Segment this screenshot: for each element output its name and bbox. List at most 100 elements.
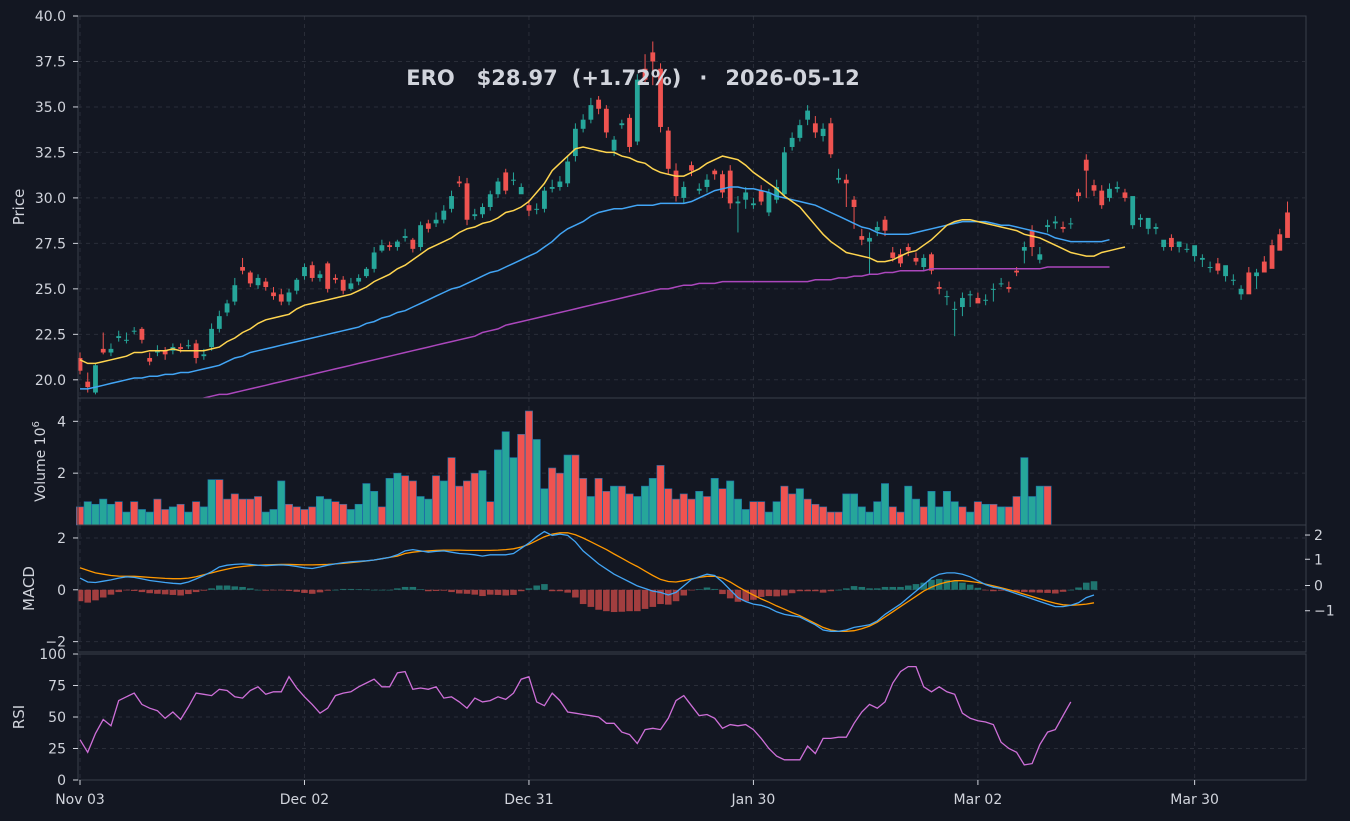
macd-histogram-bar (641, 589, 649, 609)
volume-bar (517, 433, 526, 526)
macd-histogram-bar (734, 589, 742, 602)
candle-body (394, 241, 400, 248)
title-separator: · (699, 66, 707, 90)
volume-bar (346, 509, 355, 526)
candle-body (503, 172, 509, 191)
volume-bar (106, 503, 115, 526)
candle-body (147, 357, 153, 362)
macd-histogram-bar (695, 589, 703, 590)
candle-body (418, 225, 423, 248)
macd-histogram-bar (308, 589, 316, 594)
macd-histogram-bar (254, 589, 262, 591)
volume-bar (757, 501, 766, 526)
candle-body (1169, 237, 1174, 248)
macd-histogram-bar (138, 589, 146, 593)
candle-body (603, 108, 609, 133)
candle-body (472, 214, 478, 217)
volume-bar (586, 496, 595, 526)
macd-histogram-bar (463, 589, 471, 594)
candle-body (828, 123, 834, 155)
macd-histogram-bar (231, 586, 239, 590)
macd-histogram-bar (982, 589, 989, 591)
macd-tick-label: −2 (45, 635, 66, 651)
candle-body (1130, 196, 1136, 226)
volume-bar (114, 501, 123, 526)
candle-body (689, 165, 694, 171)
candle-body (85, 381, 91, 388)
macd-histogram-bar (332, 589, 339, 591)
price-tick-label: 40.0 (35, 9, 66, 25)
candle-body (572, 128, 578, 157)
volume-bar (726, 480, 735, 526)
candle-body (936, 287, 942, 289)
volume-bar (230, 493, 239, 526)
volume-bar (192, 501, 201, 526)
candle-body (766, 192, 772, 213)
candle-body (960, 297, 965, 308)
chart-title: ERO $28.97 (+1.72%) · 2026-05-12 (406, 66, 859, 90)
macd-histogram-bar (99, 589, 107, 598)
macd-histogram-bar (440, 589, 448, 591)
volume-bar (184, 511, 193, 526)
macd-histogram-bar (262, 589, 270, 591)
macd-histogram-bar (533, 585, 540, 590)
candle-body (456, 181, 462, 184)
volume-bar (362, 483, 371, 526)
volume-bar (130, 501, 139, 526)
candle-body (944, 296, 950, 298)
macd-histogram-bar (208, 588, 215, 590)
macd-histogram-bar (285, 589, 293, 591)
volume-bar (966, 511, 975, 526)
macd-histogram-bar (1082, 582, 1090, 590)
candle-body (665, 130, 671, 169)
candle-body (487, 194, 493, 207)
volume-bar (873, 501, 882, 526)
candle-body (650, 52, 656, 62)
title-change: (+1.72%) (572, 66, 682, 90)
volume-bar (687, 498, 696, 526)
candle-body (1037, 254, 1043, 260)
volume-bar (207, 479, 216, 526)
macd-right-tick-label: 2 (1314, 528, 1323, 544)
candle-body (975, 297, 981, 304)
candle-body (108, 348, 114, 353)
macd-histogram-bar (293, 589, 301, 592)
volume-bar (935, 506, 944, 526)
candle-body (511, 179, 516, 181)
volume-bar (826, 511, 835, 526)
candle-body (495, 181, 501, 195)
macd-histogram-bar (486, 589, 494, 595)
volume-bar (292, 506, 301, 526)
macd-histogram-bar (889, 586, 897, 590)
macd-histogram-bar (634, 589, 641, 612)
x-tick-label: Dec 02 (280, 792, 329, 808)
volume-bar (896, 511, 905, 526)
macd-histogram-bar (502, 589, 510, 596)
rsi-axis-label: RSI (10, 705, 28, 729)
volume-bar (447, 457, 456, 526)
volume-bar (455, 485, 464, 526)
macd-histogram-bar (603, 589, 610, 612)
volume-bar (973, 501, 982, 526)
macd-histogram-bar (239, 586, 246, 590)
candle-body (534, 208, 540, 210)
volume-bar (277, 480, 286, 526)
candle-body (93, 365, 98, 393)
candle-body (542, 190, 547, 209)
macd-histogram-bar (757, 589, 765, 597)
volume-bar (919, 506, 928, 526)
volume-bar (199, 506, 208, 526)
candle-body (998, 283, 1004, 285)
volume-bar (168, 506, 177, 526)
candle-body (898, 254, 903, 264)
macd-histogram-bar (1090, 581, 1098, 590)
price-tick-label: 37.5 (35, 54, 66, 70)
candle-body (224, 303, 230, 313)
macd-histogram-bar (370, 589, 378, 591)
volume-bar (478, 470, 487, 526)
candle-body (240, 267, 245, 271)
macd-histogram-bar (425, 589, 432, 592)
macd-histogram-bar (130, 589, 138, 591)
title-date: 2026-05-12 (725, 66, 859, 90)
x-tick-label: Mar 02 (954, 792, 1003, 808)
